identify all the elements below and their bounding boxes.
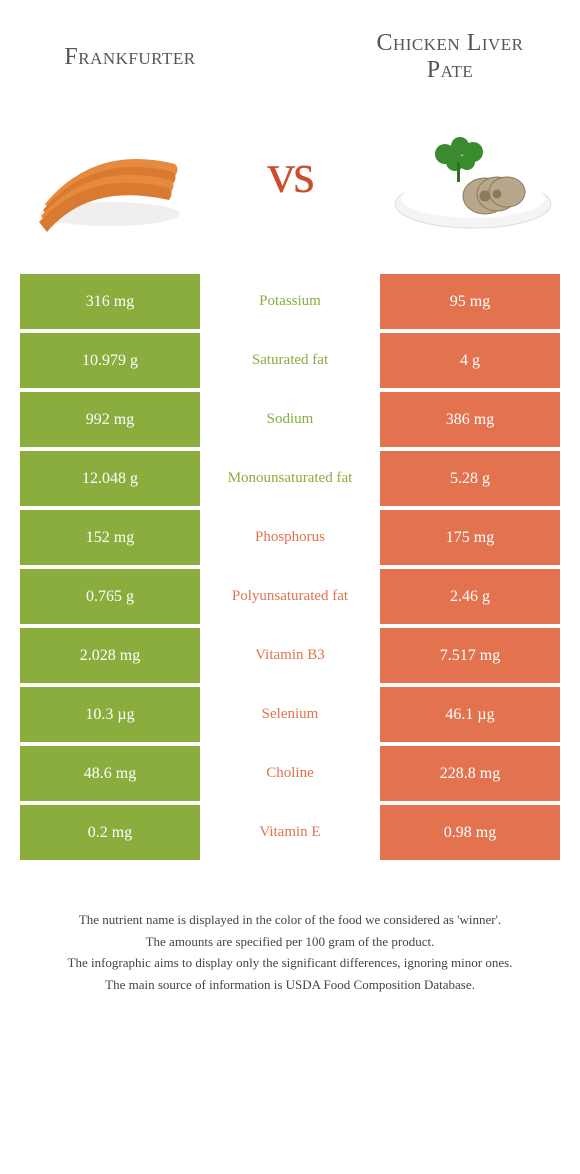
right-value: 2.46 g (380, 569, 560, 624)
right-value: 228.8 mg (380, 746, 560, 801)
footnote-line: The main source of information is USDA F… (30, 975, 550, 995)
nutrient-name: Potassium (200, 274, 380, 329)
food-right-image (380, 104, 560, 244)
right-value: 95 mg (380, 274, 560, 329)
right-value: 386 mg (380, 392, 560, 447)
footnotes: The nutrient name is displayed in the co… (0, 900, 580, 1036)
nutrient-row: 10.979 gSaturated fat4 g (20, 333, 560, 388)
nutrient-row: 2.028 mgVitamin B37.517 mg (20, 628, 560, 683)
nutrient-row: 992 mgSodium386 mg (20, 392, 560, 447)
header-titles: Frankfurter Chicken Liver Pate (0, 0, 580, 94)
nutrient-row: 0.765 gPolyunsaturated fat2.46 g (20, 569, 560, 624)
left-value: 152 mg (20, 510, 200, 565)
left-value: 48.6 mg (20, 746, 200, 801)
images-row: vs (0, 94, 580, 274)
right-value: 5.28 g (380, 451, 560, 506)
vs-label: vs (267, 142, 313, 206)
left-value: 316 mg (20, 274, 200, 329)
right-value: 0.98 mg (380, 805, 560, 860)
nutrient-row: 10.3 µgSelenium46.1 µg (20, 687, 560, 742)
right-value: 46.1 µg (380, 687, 560, 742)
nutrient-name: Vitamin B3 (200, 628, 380, 683)
nutrient-name: Vitamin E (200, 805, 380, 860)
comparison-table: 316 mgPotassium95 mg10.979 gSaturated fa… (20, 274, 560, 860)
nutrient-row: 316 mgPotassium95 mg (20, 274, 560, 329)
footnote-line: The nutrient name is displayed in the co… (30, 910, 550, 930)
nutrient-row: 12.048 gMonounsaturated fat5.28 g (20, 451, 560, 506)
food-left-title: Frankfurter (30, 44, 230, 71)
nutrient-name: Sodium (200, 392, 380, 447)
left-value: 10.3 µg (20, 687, 200, 742)
right-value: 175 mg (380, 510, 560, 565)
nutrient-name: Saturated fat (200, 333, 380, 388)
nutrient-row: 0.2 mgVitamin E0.98 mg (20, 805, 560, 860)
nutrient-row: 152 mgPhosphorus175 mg (20, 510, 560, 565)
footnote-line: The infographic aims to display only the… (30, 953, 550, 973)
left-value: 2.028 mg (20, 628, 200, 683)
left-value: 10.979 g (20, 333, 200, 388)
nutrient-name: Phosphorus (200, 510, 380, 565)
left-value: 992 mg (20, 392, 200, 447)
footnote-line: The amounts are specified per 100 gram o… (30, 932, 550, 952)
nutrient-name: Choline (200, 746, 380, 801)
nutrient-name: Polyunsaturated fat (200, 569, 380, 624)
nutrient-row: 48.6 mgCholine228.8 mg (20, 746, 560, 801)
food-right-title: Chicken Liver Pate (350, 30, 550, 84)
right-value: 4 g (380, 333, 560, 388)
left-value: 12.048 g (20, 451, 200, 506)
right-value: 7.517 mg (380, 628, 560, 683)
nutrient-name: Selenium (200, 687, 380, 742)
nutrient-name: Monounsaturated fat (200, 451, 380, 506)
food-left-image (20, 104, 200, 244)
left-value: 0.2 mg (20, 805, 200, 860)
left-value: 0.765 g (20, 569, 200, 624)
